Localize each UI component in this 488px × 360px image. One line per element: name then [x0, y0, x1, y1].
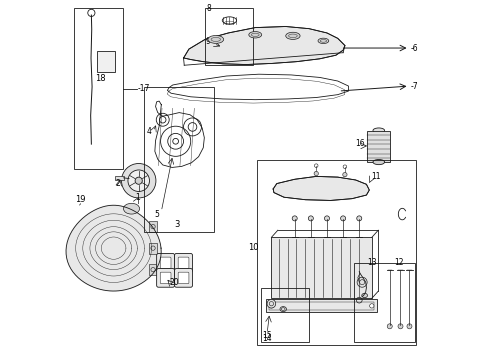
- Text: 12: 12: [393, 258, 403, 267]
- Circle shape: [313, 171, 318, 176]
- Text: 19: 19: [75, 195, 85, 204]
- Bar: [149, 264, 156, 275]
- FancyBboxPatch shape: [156, 269, 174, 287]
- Text: 10: 10: [247, 243, 258, 252]
- Circle shape: [269, 304, 273, 308]
- Circle shape: [342, 172, 346, 177]
- Ellipse shape: [317, 38, 328, 44]
- Circle shape: [266, 300, 275, 308]
- Bar: [97, 51, 115, 72]
- Text: 3: 3: [174, 220, 180, 229]
- Bar: [115, 176, 123, 180]
- Ellipse shape: [361, 293, 367, 298]
- FancyBboxPatch shape: [178, 257, 188, 269]
- Bar: [260, 288, 308, 342]
- Bar: [204, 8, 253, 65]
- Text: 16: 16: [355, 139, 364, 148]
- Text: 13: 13: [366, 258, 376, 267]
- Text: 9: 9: [205, 37, 210, 46]
- Text: 18: 18: [95, 75, 105, 84]
- FancyBboxPatch shape: [174, 269, 192, 287]
- Circle shape: [324, 216, 329, 221]
- FancyBboxPatch shape: [160, 272, 171, 284]
- Ellipse shape: [285, 32, 300, 40]
- Text: -6: -6: [410, 44, 417, 53]
- Circle shape: [356, 216, 361, 221]
- Circle shape: [340, 216, 345, 221]
- FancyBboxPatch shape: [174, 253, 192, 272]
- Polygon shape: [183, 27, 344, 64]
- Ellipse shape: [123, 203, 139, 214]
- Circle shape: [308, 216, 313, 221]
- Circle shape: [386, 324, 391, 329]
- Circle shape: [397, 324, 402, 329]
- Text: 1: 1: [135, 193, 140, 202]
- Text: 20: 20: [169, 278, 179, 287]
- Text: -17: -17: [137, 84, 150, 93]
- Bar: [149, 221, 156, 232]
- Ellipse shape: [248, 32, 261, 38]
- Circle shape: [292, 216, 297, 221]
- Circle shape: [121, 163, 156, 198]
- Text: 4: 4: [147, 127, 152, 136]
- Text: -7: -7: [410, 82, 417, 91]
- Circle shape: [128, 170, 149, 192]
- FancyBboxPatch shape: [178, 272, 188, 284]
- Circle shape: [135, 177, 142, 184]
- Bar: [144, 87, 214, 232]
- Ellipse shape: [372, 128, 384, 133]
- Ellipse shape: [280, 307, 286, 312]
- Bar: [271, 237, 371, 298]
- Circle shape: [406, 324, 411, 329]
- Bar: [268, 302, 373, 310]
- Circle shape: [369, 304, 373, 308]
- Text: 11: 11: [370, 172, 380, 181]
- Bar: [366, 131, 389, 162]
- Polygon shape: [66, 205, 161, 291]
- FancyBboxPatch shape: [160, 257, 171, 269]
- Bar: [257, 160, 415, 345]
- Text: 5: 5: [154, 210, 159, 219]
- Ellipse shape: [207, 36, 223, 43]
- Bar: [149, 243, 156, 253]
- Bar: [74, 8, 122, 169]
- Circle shape: [356, 277, 366, 287]
- Text: 15: 15: [262, 331, 271, 340]
- Bar: [265, 300, 376, 312]
- Polygon shape: [273, 176, 368, 201]
- Text: 8: 8: [206, 4, 211, 13]
- FancyBboxPatch shape: [156, 253, 174, 272]
- Bar: [353, 263, 414, 342]
- Ellipse shape: [372, 159, 384, 165]
- Text: 14: 14: [262, 334, 271, 343]
- Text: 2: 2: [116, 179, 121, 188]
